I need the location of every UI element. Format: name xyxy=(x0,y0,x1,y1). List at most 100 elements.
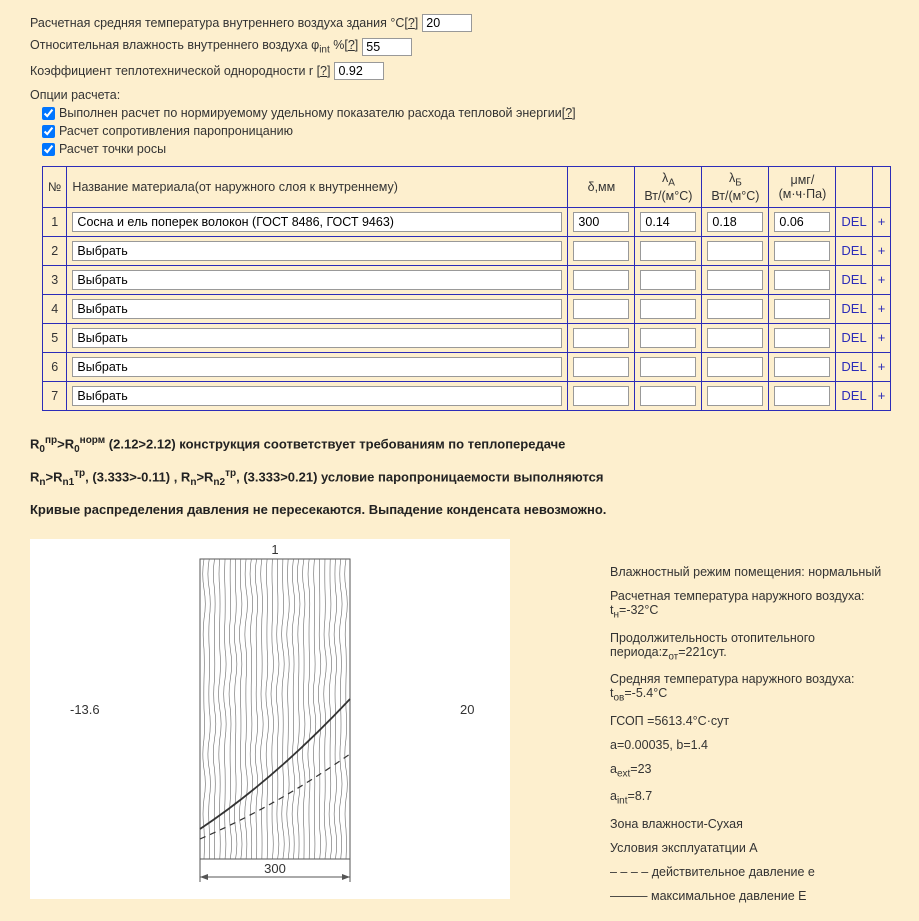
table-row: 5 DEL + xyxy=(43,323,891,352)
result-line-2: Rn>Rn1тр, (3.333>-0.11) , Rn>Rn2тр, (3.3… xyxy=(30,468,889,488)
svg-text:1: 1 xyxy=(271,542,278,557)
delta-input[interactable] xyxy=(573,270,629,290)
delta-input[interactable] xyxy=(573,328,629,348)
row-la-cell xyxy=(635,236,702,265)
info-l2: Расчетная температура наружного воздуха:… xyxy=(610,589,889,621)
lambda-a-input[interactable] xyxy=(640,328,696,348)
row-del-cell: DEL xyxy=(836,323,872,352)
row-num: 5 xyxy=(43,323,67,352)
row-add-cell: + xyxy=(872,352,891,381)
mu-input[interactable] xyxy=(774,270,830,290)
material-name-input[interactable] xyxy=(72,270,562,290)
lambda-b-input[interactable] xyxy=(707,386,763,406)
mu-input[interactable] xyxy=(774,328,830,348)
opt3-checkbox[interactable] xyxy=(42,143,55,156)
lambda-a-input[interactable] xyxy=(640,241,696,261)
row-lb-cell xyxy=(702,352,769,381)
row-add-cell: + xyxy=(872,294,891,323)
row-name-cell xyxy=(67,294,568,323)
lambda-a-input[interactable] xyxy=(640,212,696,232)
opt2-row: Расчет сопротивления паропроницанию xyxy=(42,124,889,138)
row-name-cell xyxy=(67,381,568,410)
mu-input[interactable] xyxy=(774,299,830,319)
row-d-cell xyxy=(568,294,635,323)
add-button[interactable]: + xyxy=(878,272,886,287)
temp-help[interactable]: ? xyxy=(408,16,415,30)
humid-help[interactable]: ? xyxy=(348,38,355,52)
row-la-cell xyxy=(635,294,702,323)
lambda-a-input[interactable] xyxy=(640,299,696,319)
row-la-cell xyxy=(635,323,702,352)
th-delta: δ,мм xyxy=(568,167,635,208)
lambda-b-input[interactable] xyxy=(707,328,763,348)
row-name-cell xyxy=(67,323,568,352)
row-d-cell xyxy=(568,381,635,410)
lambda-b-input[interactable] xyxy=(707,241,763,261)
add-button[interactable]: + xyxy=(878,243,886,258)
material-name-input[interactable] xyxy=(72,299,562,319)
opt1-checkbox[interactable] xyxy=(42,107,55,120)
del-button[interactable]: DEL xyxy=(841,301,866,316)
row-name-cell xyxy=(67,265,568,294)
humid-label: Относительная влажность внутреннего возд… xyxy=(30,38,358,56)
row-lb-cell xyxy=(702,236,769,265)
coef-help[interactable]: ? xyxy=(320,64,327,78)
svg-text:20: 20 xyxy=(460,702,474,717)
mu-input[interactable] xyxy=(774,357,830,377)
add-button[interactable]: + xyxy=(878,388,886,403)
humid-input[interactable] xyxy=(362,38,412,56)
lambda-b-input[interactable] xyxy=(707,212,763,232)
table-row: 6 DEL + xyxy=(43,352,891,381)
lambda-a-input[interactable] xyxy=(640,357,696,377)
row-lb-cell xyxy=(702,323,769,352)
lambda-b-input[interactable] xyxy=(707,270,763,290)
diagram-svg: 3001-13.620 xyxy=(30,539,510,899)
info-l6: а=0.00035, b=1.4 xyxy=(610,738,889,752)
material-name-input[interactable] xyxy=(72,328,562,348)
th-del xyxy=(836,167,872,208)
svg-text:-13.6: -13.6 xyxy=(70,702,100,717)
temp-row: Расчетная средняя температура внутреннег… xyxy=(30,14,889,32)
row-num: 6 xyxy=(43,352,67,381)
row-name-cell xyxy=(67,352,568,381)
material-name-input[interactable] xyxy=(72,357,562,377)
material-name-input[interactable] xyxy=(72,212,562,232)
add-button[interactable]: + xyxy=(878,330,886,345)
opt2-checkbox[interactable] xyxy=(42,125,55,138)
delta-input[interactable] xyxy=(573,357,629,377)
add-button[interactable]: + xyxy=(878,359,886,374)
del-button[interactable]: DEL xyxy=(841,388,866,403)
row-name-cell xyxy=(67,236,568,265)
delta-input[interactable] xyxy=(573,299,629,319)
coef-input[interactable] xyxy=(334,62,384,80)
add-button[interactable]: + xyxy=(878,214,886,229)
lambda-b-input[interactable] xyxy=(707,357,763,377)
del-button[interactable]: DEL xyxy=(841,359,866,374)
delta-input[interactable] xyxy=(573,241,629,261)
material-name-input[interactable] xyxy=(72,386,562,406)
del-button[interactable]: DEL xyxy=(841,214,866,229)
lambda-a-input[interactable] xyxy=(640,386,696,406)
del-button[interactable]: DEL xyxy=(841,272,866,287)
th-add xyxy=(872,167,891,208)
mu-input[interactable] xyxy=(774,241,830,261)
lambda-a-input[interactable] xyxy=(640,270,696,290)
delta-input[interactable] xyxy=(573,212,629,232)
del-button[interactable]: DEL xyxy=(841,330,866,345)
add-button[interactable]: + xyxy=(878,301,886,316)
mu-input[interactable] xyxy=(774,386,830,406)
table-row: 7DEL+ xyxy=(43,381,891,410)
mu-input[interactable] xyxy=(774,212,830,232)
del-button[interactable]: DEL xyxy=(841,243,866,258)
delta-input[interactable] xyxy=(573,386,629,406)
row-d-cell xyxy=(568,265,635,294)
lambda-b-input[interactable] xyxy=(707,299,763,319)
temp-input[interactable] xyxy=(422,14,472,32)
material-name-input[interactable] xyxy=(72,241,562,261)
row-add-cell: + xyxy=(872,381,891,410)
temp-label: Расчетная средняя температура внутреннег… xyxy=(30,16,418,30)
info-l11: – – – – действительное давление е xyxy=(610,865,889,879)
bottom-section: 3001-13.620 Влажностный режим помещения:… xyxy=(30,539,889,913)
humid-row: Относительная влажность внутреннего возд… xyxy=(30,38,889,56)
row-lb-cell xyxy=(702,207,769,236)
